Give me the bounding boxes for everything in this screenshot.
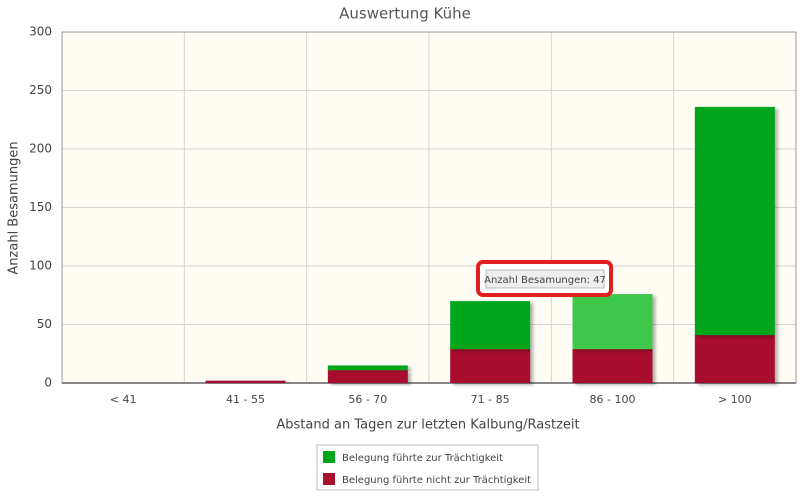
bar: [572, 349, 653, 383]
x-tick-label: 71 - 85: [471, 393, 510, 406]
y-tick-label: 200: [29, 142, 52, 156]
y-tick-label: 0: [44, 376, 52, 390]
chart-title: Auswertung Kühe: [339, 5, 471, 23]
x-tick-label: > 100: [718, 393, 752, 406]
tooltip-text: Anzahl Besamungen: 47: [484, 275, 606, 286]
legend-swatch: [323, 473, 335, 485]
x-tick-label: 41 - 55: [226, 393, 265, 406]
tooltip-box: [485, 269, 605, 289]
bar: [450, 349, 531, 383]
bar: [694, 335, 775, 383]
bar: [694, 106, 775, 336]
legend-box: [316, 444, 539, 491]
y-axis-title: Anzahl Besamungen: [7, 141, 22, 274]
y-tick-label: 100: [29, 259, 52, 273]
x-tick-label: < 41: [110, 393, 137, 406]
bar: [327, 370, 408, 383]
y-tick-label: 150: [29, 200, 52, 214]
x-tick-label: 86 - 100: [590, 393, 636, 406]
legend-label: Belegung führte nicht zur Trächtigkeit: [342, 475, 531, 486]
legend-swatch: [323, 451, 335, 463]
bar: [205, 380, 286, 383]
legend: Belegung führte zur Trächtigkeit Belegung…: [316, 444, 539, 491]
tooltip: Anzahl Besamungen: 47: [476, 260, 613, 297]
x-tick-label: 56 - 70: [348, 393, 387, 406]
bar: [327, 365, 408, 371]
y-tick-label: 300: [29, 25, 52, 39]
bar: [572, 294, 653, 350]
bar: [450, 301, 531, 350]
y-tick-label: 50: [37, 317, 52, 331]
legend-label: Belegung führte zur Trächtigkeit: [342, 453, 503, 464]
y-tick-label: 250: [29, 83, 52, 97]
x-axis-title: Abstand an Tagen zur letzten Kalbung/Ras…: [276, 418, 579, 433]
